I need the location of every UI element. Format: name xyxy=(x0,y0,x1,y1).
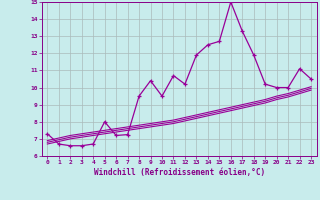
X-axis label: Windchill (Refroidissement éolien,°C): Windchill (Refroidissement éolien,°C) xyxy=(94,168,265,177)
